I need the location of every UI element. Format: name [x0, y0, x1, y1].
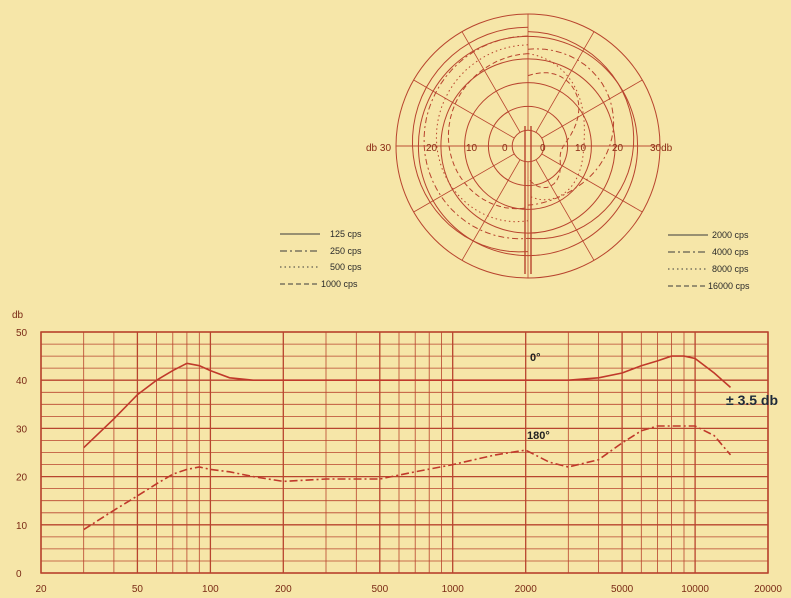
x-tick-label: 500: [371, 584, 388, 595]
x-tick-label: 2000: [515, 584, 538, 595]
legend-left: 125 cps 250 cps 500 cps 1000 cps: [280, 229, 362, 289]
x-tick-label: 20: [35, 584, 47, 595]
polar-spoke: [541, 153, 643, 213]
legend-label: 2000 cps: [712, 230, 749, 240]
polar-label-left-10: 10: [466, 143, 478, 154]
polar-spoke: [461, 159, 521, 261]
legend-entry: 2000 cps: [668, 230, 749, 240]
legend-entry: 125 cps: [280, 229, 362, 239]
legend-label: 4000 cps: [712, 247, 749, 257]
y-tick-label: 50: [16, 328, 28, 339]
x-tick-label: 50: [132, 584, 144, 595]
legend-entry: 8000 cps: [668, 264, 749, 274]
polar-curves: [411, 26, 635, 253]
polar-pattern-curve: [423, 35, 529, 240]
legend-entry: 500 cps: [280, 262, 362, 272]
legend-entry: 250 cps: [280, 246, 362, 256]
x-tick-label: 5000: [611, 584, 634, 595]
polar-diagram: db 30 20 10 0 0 10 20 30db: [366, 13, 673, 279]
y-tick-label: 20: [16, 473, 28, 484]
polar-pattern-curve: [527, 48, 615, 206]
y-tick-label: 30: [16, 424, 28, 435]
polar-pattern-curve: [447, 53, 529, 210]
y-tick-labels: 0 10 20 30 40 50: [16, 328, 28, 580]
x-tick-label: 1000: [442, 584, 465, 595]
frequency-series: [83, 355, 732, 531]
polar-spoke: [461, 31, 521, 133]
legend-label: 125 cps: [330, 229, 362, 239]
tolerance-label: ± 3.5 db: [726, 392, 778, 408]
plot-frame: [40, 331, 769, 574]
x-tick-label: 100: [202, 584, 219, 595]
polar-label-right-20: 20: [612, 143, 624, 154]
y-axis-label: db: [12, 310, 24, 321]
legend-label: 250 cps: [330, 246, 362, 256]
legend-label: 1000 cps: [321, 279, 358, 289]
polar-label-right-10: 10: [575, 143, 587, 154]
polar-pattern-curve: [435, 44, 529, 223]
polar-pattern-curve: [527, 31, 635, 240]
x-tick-label: 20000: [754, 584, 782, 595]
legend-entry: 4000 cps: [668, 247, 749, 257]
polar-label-right-0: 0: [540, 143, 546, 154]
polar-label-left-0: 0: [502, 143, 508, 154]
y-tick-label: 0: [16, 569, 22, 580]
polar-label-right-outer: 30db: [650, 143, 673, 154]
x-tick-labels: 20 50 100 200 500 1000 2000 5000 10000 20000: [35, 584, 782, 595]
frequency-grid: [40, 331, 769, 574]
y-tick-label: 40: [16, 376, 28, 387]
polar-spoke: [535, 159, 595, 261]
frequency-response-chart: db 0 10 20 30 40 50 20 50 100 200 500 1000 2000 5000…: [12, 310, 782, 595]
series-line: [83, 425, 732, 531]
polar-pattern-curve: [527, 72, 580, 189]
legend-entry: 1000 cps: [280, 279, 358, 289]
polar-spoke: [541, 79, 643, 139]
legend-label: 8000 cps: [712, 264, 749, 274]
legend-entry: 16000 cps: [668, 281, 750, 291]
legend-label: 500 cps: [330, 262, 362, 272]
polar-pattern-curve: [527, 53, 585, 201]
series-line: [83, 355, 732, 449]
polar-spoke: [535, 31, 595, 133]
legend-right: 2000 cps 4000 cps 8000 cps 16000 cps: [668, 230, 750, 291]
polar-label-left-outer: db 30: [366, 143, 391, 154]
x-tick-label: 200: [275, 584, 292, 595]
annotation-0-degree: 0°: [530, 352, 541, 364]
polar-pattern-curve: [411, 26, 529, 253]
annotation-180-degree: 180°: [527, 430, 550, 442]
x-tick-label: 10000: [681, 584, 709, 595]
legend-label: 16000 cps: [708, 281, 750, 291]
y-tick-label: 10: [16, 521, 28, 532]
polar-label-left-20: 20: [426, 143, 438, 154]
polar-spoke: [413, 79, 515, 139]
